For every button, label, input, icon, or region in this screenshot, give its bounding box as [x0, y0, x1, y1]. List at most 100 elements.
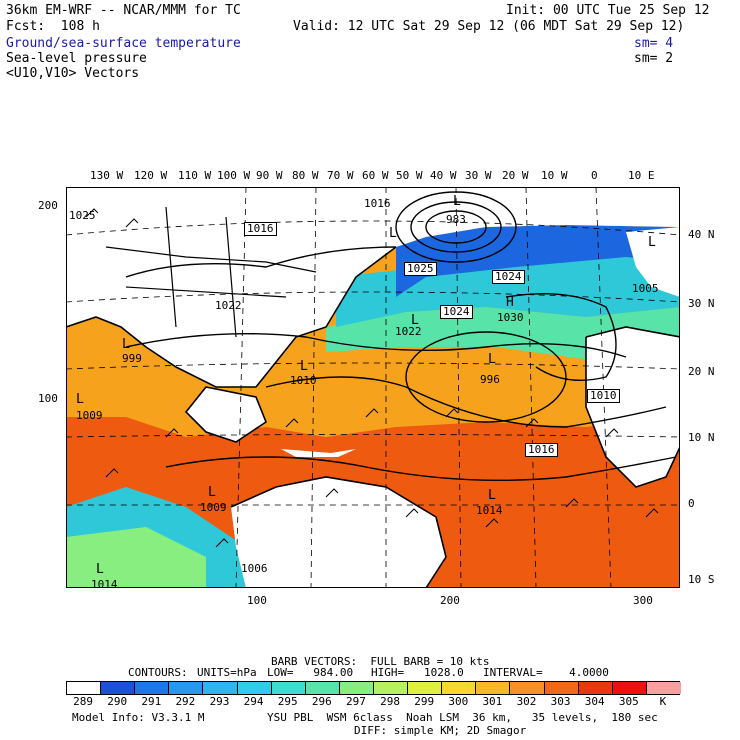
init-time: Init: 00 UTC Tue 25 Sep 12	[506, 3, 710, 18]
model-info: Model Info: V3.3.1 M	[72, 711, 205, 724]
color-scale-label: 304	[584, 695, 605, 708]
lon-label: 20 W	[502, 169, 529, 182]
high-center: H	[506, 295, 514, 310]
color-scale-swatch	[645, 682, 681, 694]
color-scale-swatch	[577, 682, 613, 694]
grid-y-tick: 200	[38, 199, 58, 212]
isobar-label: 1025	[69, 209, 96, 222]
grid-y-tick: 100	[38, 392, 58, 405]
isobar-label: 1016	[525, 443, 558, 457]
coastline-africa	[585, 326, 680, 488]
color-scale-swatch	[100, 682, 136, 694]
valid-time: Valid: 12 UTC Sat 29 Sep 12 (06 MDT Sat …	[293, 19, 685, 34]
color-scale-label: 295	[277, 695, 298, 708]
color-scale-swatch	[134, 682, 170, 694]
isobar-label: 1024	[440, 305, 473, 319]
isobar-label: 1016	[244, 222, 277, 236]
sst-cold-band	[396, 225, 680, 297]
low-center: L	[96, 562, 104, 577]
color-scale-label: 296	[311, 695, 332, 708]
lon-label: 10 E	[628, 169, 655, 182]
coastline-east-us	[66, 246, 397, 388]
grid-x-tick: 300	[633, 594, 653, 607]
field-slp-smoothing: sm= 2	[634, 51, 674, 66]
isobar-label: 1024	[492, 270, 525, 284]
color-scale-swatch	[373, 682, 409, 694]
forecast-hour: Fcst: 108 h	[6, 19, 100, 34]
isobars	[125, 191, 677, 482]
isobar-label: 996	[480, 373, 500, 386]
field-sst-label: Ground/sea-surface temperature	[6, 36, 241, 51]
grid-x-tick: 100	[247, 594, 267, 607]
isobar-label: 1010	[587, 389, 620, 403]
north-america-land	[66, 187, 396, 387]
lat-label: 20 N	[688, 365, 715, 378]
color-scale-swatch	[168, 682, 204, 694]
color-scale-bar	[66, 681, 681, 695]
lat-label: 10 N	[688, 431, 715, 444]
color-scale-swatch	[509, 682, 545, 694]
color-scale-swatch	[270, 682, 306, 694]
yucatan-land	[186, 387, 266, 442]
low-center: L	[208, 485, 216, 500]
isobar-label: 1030	[497, 311, 524, 324]
latlon-grid	[66, 187, 680, 588]
color-scale-swatch	[543, 682, 579, 694]
lon-label: 130 W	[90, 169, 124, 182]
lon-label: 30 W	[465, 169, 492, 182]
lat-label: 10 S	[688, 573, 715, 586]
isobar-label: 1014	[476, 504, 503, 517]
color-scale-label: 299	[414, 695, 435, 708]
low-center: L	[488, 352, 496, 367]
low-center: L	[389, 226, 397, 241]
wind-barbs	[85, 208, 659, 548]
sst-pacific-cooler	[66, 527, 206, 588]
isobar-label: 1022	[215, 299, 242, 312]
grid-x-tick: 200	[440, 594, 460, 607]
coastline-gulf	[184, 386, 267, 443]
south-america-land	[231, 477, 446, 588]
isobar-label: 1010	[290, 374, 317, 387]
europe-land	[626, 227, 680, 297]
isobar-label: 1009	[200, 501, 227, 514]
color-scale-label: 294	[243, 695, 264, 708]
lon-label: 120 W	[134, 169, 168, 182]
contours-interval: INTERVAL= 4.0000	[483, 666, 609, 679]
lon-label: 10 W	[541, 169, 568, 182]
isobar-label: 999	[122, 352, 142, 365]
color-scale-label: 289	[73, 695, 93, 708]
isobar-label: 1005	[632, 282, 659, 295]
diffusion-info: DIFF: simple KM; 2D Smagor	[354, 724, 527, 737]
color-scale-label: 298	[380, 695, 400, 708]
color-scale-swatch	[236, 682, 272, 694]
lon-label: 70 W	[327, 169, 354, 182]
low-center: L	[453, 194, 461, 209]
lon-label: 110 W	[178, 169, 212, 182]
color-scale-label: 290	[107, 695, 128, 708]
color-scale-label: 305	[618, 695, 639, 708]
color-scale-label: 301	[482, 695, 503, 708]
color-scale-swatch	[611, 682, 647, 694]
lon-label: 90 W	[256, 169, 283, 182]
color-scale-swatch	[66, 682, 102, 694]
lat-label: 40 N	[688, 228, 715, 241]
color-scale-label: 300	[448, 695, 469, 708]
color-scale-swatch	[475, 682, 511, 694]
isobar-label: 983	[446, 213, 466, 226]
lon-label: 100 W	[217, 169, 251, 182]
color-scale-label: 292	[175, 695, 196, 708]
color-scale-swatch	[338, 682, 374, 694]
field-slp-label: Sea-level pressure	[6, 51, 147, 66]
weather-map	[66, 187, 680, 588]
color-scale-label: 302	[516, 695, 537, 708]
isobar-label: 1006	[241, 562, 268, 575]
color-scale-label: 303	[550, 695, 571, 708]
low-center: L	[122, 337, 130, 352]
color-scale-label: 297	[346, 695, 366, 708]
lat-label: 30 N	[688, 297, 715, 310]
low-center: L	[411, 313, 419, 328]
sst-cooler-band	[336, 242, 680, 327]
color-scale-swatch	[304, 682, 340, 694]
map-border	[66, 187, 680, 588]
lon-label: 80 W	[292, 169, 319, 182]
